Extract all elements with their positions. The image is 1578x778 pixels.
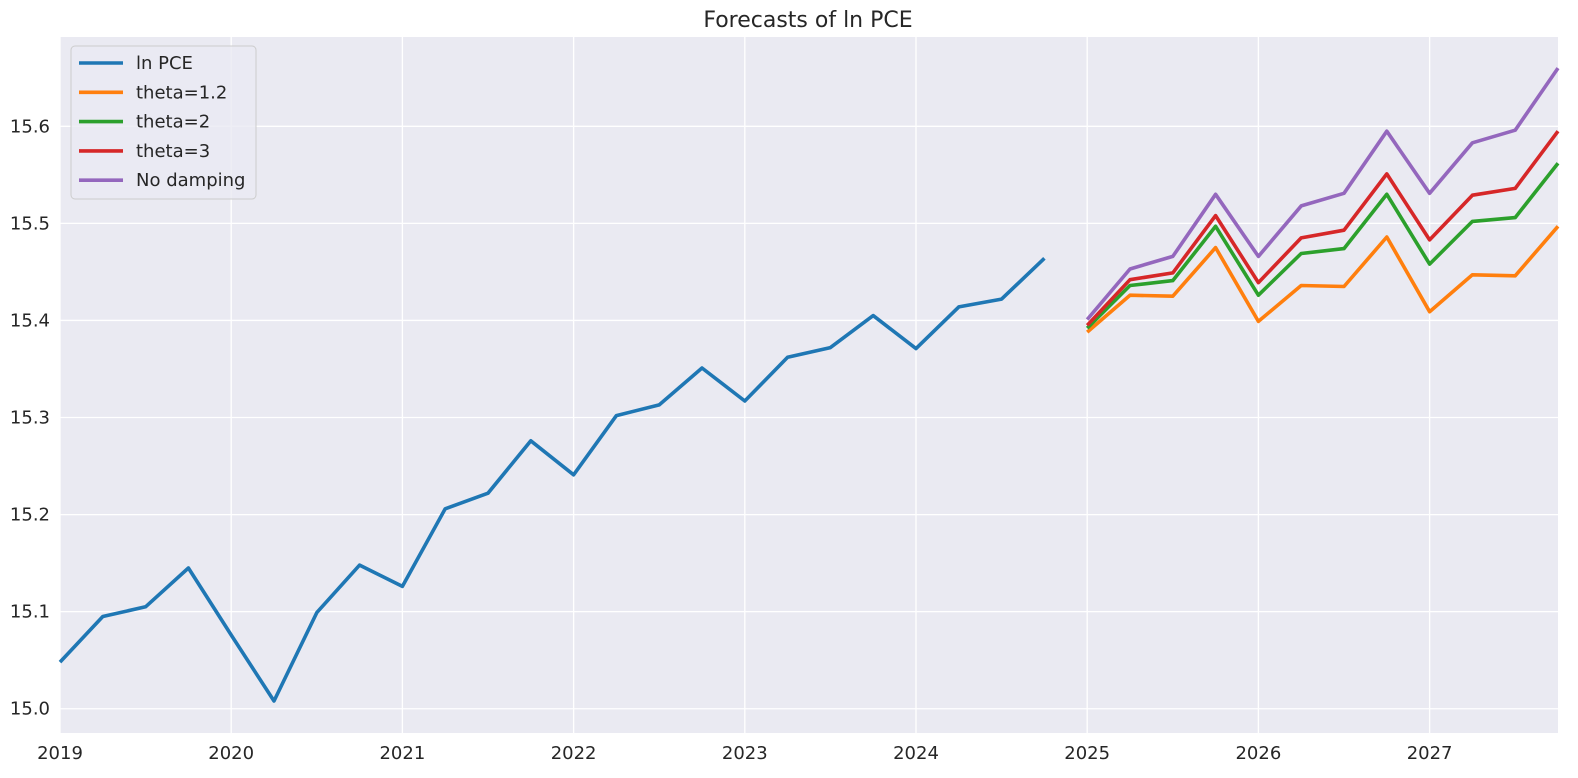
y-tick-label: 15.5 [10, 213, 50, 234]
legend: ln PCE theta=1.2 theta=2 theta=3 No damping [70, 45, 257, 200]
x-tick-label: 2019 [37, 743, 83, 764]
series-line-2 [1085, 162, 1560, 330]
x-tick-label: 2023 [722, 743, 768, 764]
y-tick-label: 15.1 [10, 602, 50, 623]
series-layer [58, 67, 1560, 703]
series-line-0 [58, 256, 1046, 703]
plot-area [60, 37, 1558, 733]
x-tick-label: 2027 [1407, 743, 1453, 764]
y-tick-label: 15.3 [10, 408, 50, 429]
x-tick-label: 2024 [893, 743, 939, 764]
legend-label: No damping [136, 170, 245, 191]
series-line-4 [1085, 67, 1560, 321]
y-tick-label: 15.2 [10, 505, 50, 526]
x-tick-label: 2021 [379, 743, 425, 764]
series-line-1 [1086, 225, 1560, 334]
x-tick-label: 2025 [1064, 743, 1110, 764]
y-axis-ticks: 15.0 15.1 15.2 15.3 15.4 15.5 15.6 [10, 116, 50, 719]
series-line-3 [1085, 130, 1560, 327]
legend-label: theta=2 [136, 112, 210, 133]
y-tick-label: 15.0 [10, 699, 50, 720]
y-tick-label: 15.4 [10, 310, 50, 331]
x-tick-label: 2020 [208, 743, 254, 764]
x-axis-ticks: 2019 2020 2021 2022 2023 2024 2025 2026 2027 [37, 743, 1452, 764]
x-tick-label: 2026 [1235, 743, 1281, 764]
legend-box [70, 45, 257, 200]
legend-label: theta=1.2 [136, 82, 227, 103]
legend-label: theta=3 [136, 141, 210, 162]
legend-label: ln PCE [136, 53, 193, 74]
y-tick-label: 15.6 [10, 116, 50, 137]
gridlines [59, 37, 1558, 733]
chart-title: Forecasts of ln PCE [703, 8, 912, 33]
x-tick-label: 2022 [551, 743, 597, 764]
